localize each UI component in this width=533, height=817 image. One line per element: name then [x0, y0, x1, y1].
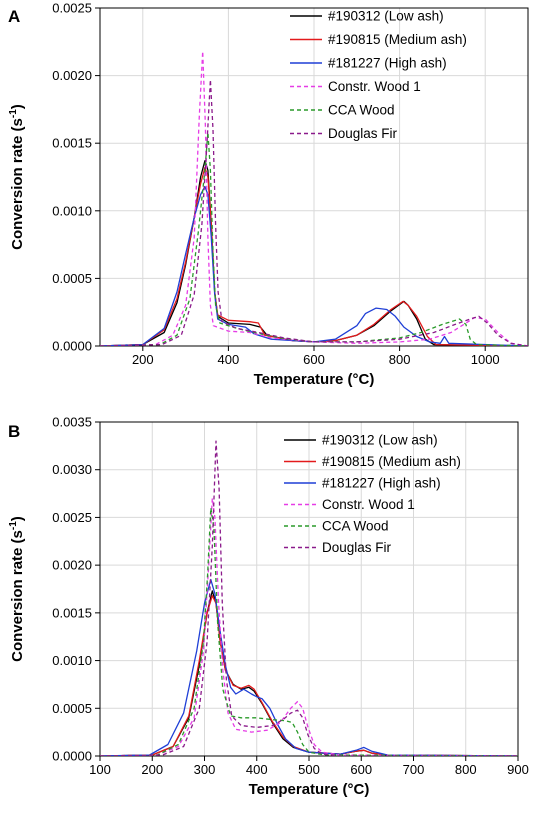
- y-tick-label: 0.0005: [52, 701, 92, 716]
- x-tick-label: 1000: [471, 352, 500, 367]
- x-tick-label: 900: [507, 762, 529, 777]
- y-tick-label: 0.0020: [52, 68, 92, 83]
- y-tick-label: 0.0015: [52, 136, 92, 151]
- x-tick-label: 200: [141, 762, 163, 777]
- x-tick-label: 300: [194, 762, 216, 777]
- series-line-2: [100, 595, 518, 756]
- chart-panel-b: 100 200 300 400 500 600 700 800 900 0.0000 0.0005 0…: [8, 415, 529, 799]
- y-tick-label: 0.0010: [52, 203, 92, 218]
- legend: #190312 (Low ash) #190815 (Medium ash) #18…: [284, 433, 461, 555]
- y-tick-label: 0.0005: [52, 271, 92, 286]
- series-line-2: [100, 166, 528, 346]
- panel-label: B: [8, 422, 20, 441]
- legend-entry-label: #190312 (Low ash): [328, 9, 444, 24]
- series-line-6: [100, 79, 528, 346]
- y-tick-label: 0.0015: [52, 605, 92, 620]
- series-line-4: [100, 497, 518, 756]
- series-line-3: [100, 185, 528, 346]
- series-line-3: [100, 578, 518, 756]
- y-tick-label: 0.0000: [52, 749, 92, 764]
- legend-entry-label: #181227 (High ash): [322, 476, 441, 491]
- legend-entry-label: CCA Wood: [328, 103, 395, 118]
- legend: #190312 (Low ash) #190815 (Medium ash) #18…: [290, 9, 467, 141]
- y-tick-label: 0.0010: [52, 653, 92, 668]
- y-tick-label: 0.0035: [52, 415, 92, 430]
- x-axis-title: Temperature (°C): [254, 371, 375, 388]
- x-tick-label: 100: [89, 762, 111, 777]
- x-tick-label: 700: [403, 762, 425, 777]
- x-tick-label: 600: [350, 762, 372, 777]
- legend-entry-label: Douglas Fir: [328, 126, 398, 141]
- x-tick-label: 200: [132, 352, 154, 367]
- x-tick-label: 400: [246, 762, 268, 777]
- legend-entry-label: Constr. Wood 1: [328, 79, 421, 94]
- y-tick-label: 0.0000: [52, 339, 92, 354]
- chart-panel-a: 200 400 600 800 1000 0.0000 0.0005 0.0010 0.0015…: [8, 1, 529, 388]
- y-tick-label: 0.0030: [52, 462, 92, 477]
- x-tick-label: 800: [455, 762, 477, 777]
- y-tick-label: 0.0025: [52, 1, 92, 16]
- series-line-5: [100, 507, 518, 756]
- legend-entry-label: Douglas Fir: [322, 540, 392, 555]
- legend-entry-label: #190815 (Medium ash): [328, 32, 467, 47]
- y-axis-title: Conversion rate (s-1): [8, 516, 26, 662]
- legend-entry-label: #190815 (Medium ash): [322, 454, 461, 469]
- legend-entry-label: #190312 (Low ash): [322, 433, 438, 448]
- x-tick-label: 800: [389, 352, 411, 367]
- x-tick-label: 500: [298, 762, 320, 777]
- legend-entry-label: #181227 (High ash): [328, 56, 447, 71]
- y-axis-title: Conversion rate (s-1): [8, 104, 26, 250]
- legend-entry-label: CCA Wood: [322, 519, 389, 534]
- legend-entry-label: Constr. Wood 1: [322, 497, 415, 512]
- x-tick-label: 400: [218, 352, 240, 367]
- y-tick-label: 0.0020: [52, 558, 92, 573]
- series-line-6: [100, 440, 518, 756]
- x-tick-label: 600: [303, 352, 325, 367]
- panel-label: A: [8, 7, 20, 26]
- x-axis-title: Temperature (°C): [249, 781, 370, 798]
- y-tick-label: 0.0025: [52, 510, 92, 525]
- series-line-5: [100, 131, 528, 346]
